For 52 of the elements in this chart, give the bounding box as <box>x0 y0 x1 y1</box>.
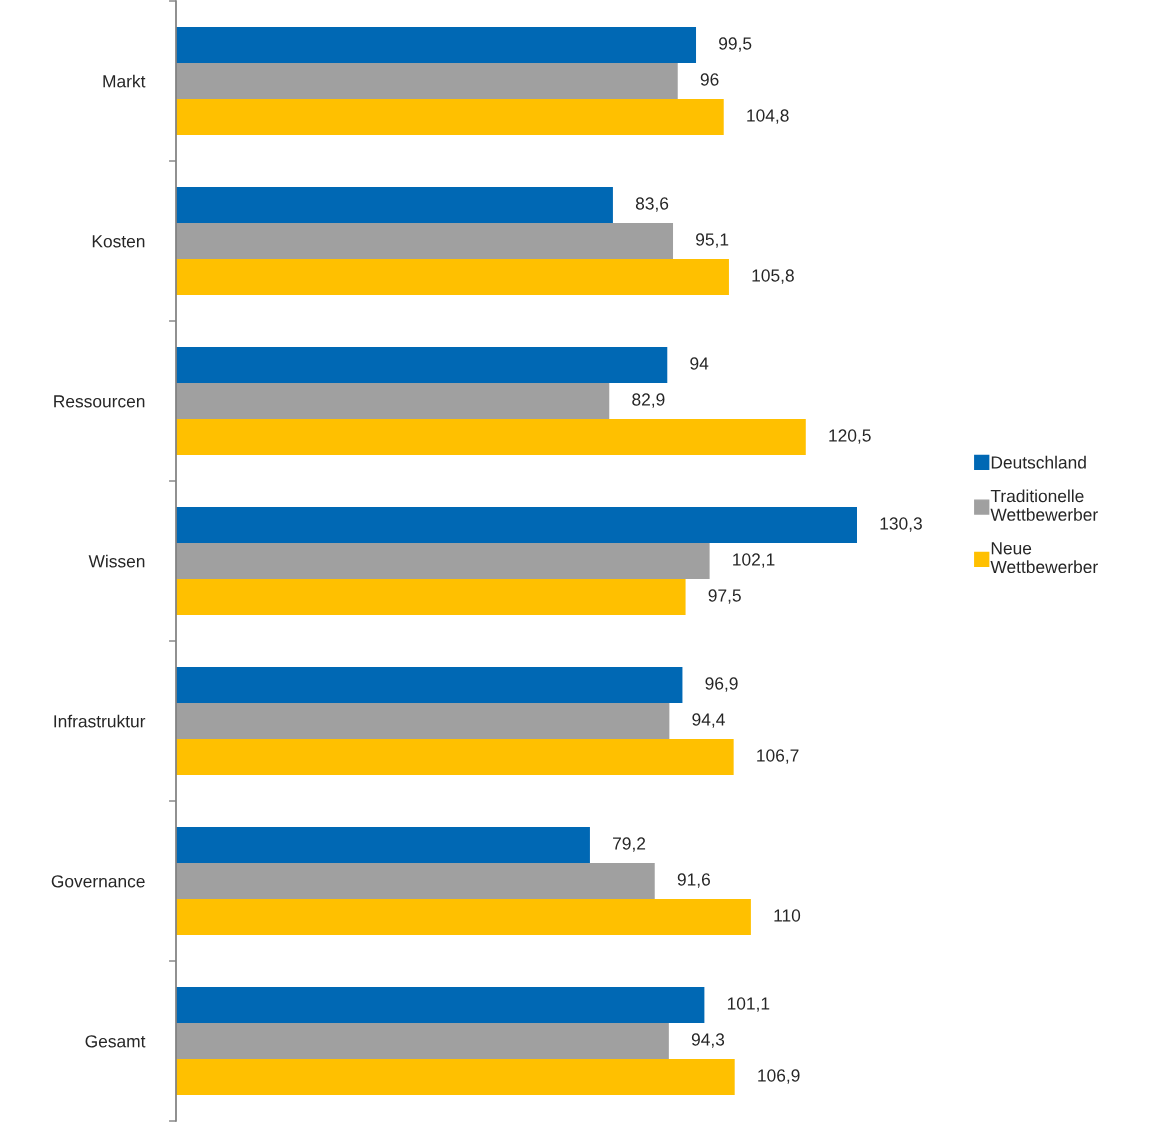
y-tick-label: Governance <box>51 875 145 888</box>
bar <box>176 259 729 295</box>
data-label: 99,5 <box>719 37 752 52</box>
data-label: 130,3 <box>880 517 922 532</box>
bar <box>176 1059 735 1095</box>
bar <box>176 739 734 775</box>
data-label: 110 <box>774 909 801 922</box>
bar <box>176 99 724 135</box>
bar <box>176 1023 669 1059</box>
data-label: 96,9 <box>705 677 738 692</box>
y-tick-label: Kosten <box>92 235 145 248</box>
data-label: 102,1 <box>733 553 775 568</box>
y-tick-label: Wissen <box>88 554 145 568</box>
y-tick-label: Ressourcen <box>54 395 145 408</box>
y-tick-label: Gesamt <box>85 1035 146 1048</box>
y-tick-label: Infrastruktur <box>54 714 146 728</box>
data-label: 105,8 <box>752 269 794 284</box>
data-label: 106,9 <box>758 1069 800 1084</box>
bar <box>176 543 710 579</box>
bar <box>176 383 610 419</box>
legend-label: Traditionelle Wettbewerber <box>990 489 1098 521</box>
bar <box>176 63 678 99</box>
data-label: 82,9 <box>632 393 665 408</box>
bar <box>176 27 697 63</box>
data-label: 94,3 <box>691 1033 725 1048</box>
data-label: 79,2 <box>613 837 646 852</box>
bar <box>176 899 751 935</box>
bar <box>176 667 683 703</box>
data-label: 120,5 <box>829 429 871 444</box>
bar <box>176 187 613 223</box>
data-label: 94 <box>690 357 709 370</box>
data-label: 91,6 <box>677 873 710 888</box>
bar <box>176 419 806 455</box>
data-label: 101,1 <box>727 997 770 1012</box>
bar <box>176 703 670 739</box>
bar <box>176 347 668 383</box>
data-label: 95,1 <box>696 233 729 248</box>
bar <box>176 507 857 543</box>
data-label: 104,8 <box>747 109 789 124</box>
data-label: 96 <box>700 73 719 86</box>
bar <box>176 223 674 259</box>
data-label: 106,7 <box>757 749 799 764</box>
bar <box>176 827 590 863</box>
bar <box>176 987 705 1023</box>
bar <box>176 863 655 899</box>
data-label: 94,4 <box>692 713 725 728</box>
data-label: 97,5 <box>708 589 741 604</box>
legend-label: Neue Wettbewerber <box>990 542 1098 574</box>
bar <box>176 579 686 615</box>
y-tick-label: Markt <box>103 74 146 88</box>
legend-label: Deutschland <box>991 455 1086 469</box>
data-label: 83,6 <box>635 197 669 212</box>
